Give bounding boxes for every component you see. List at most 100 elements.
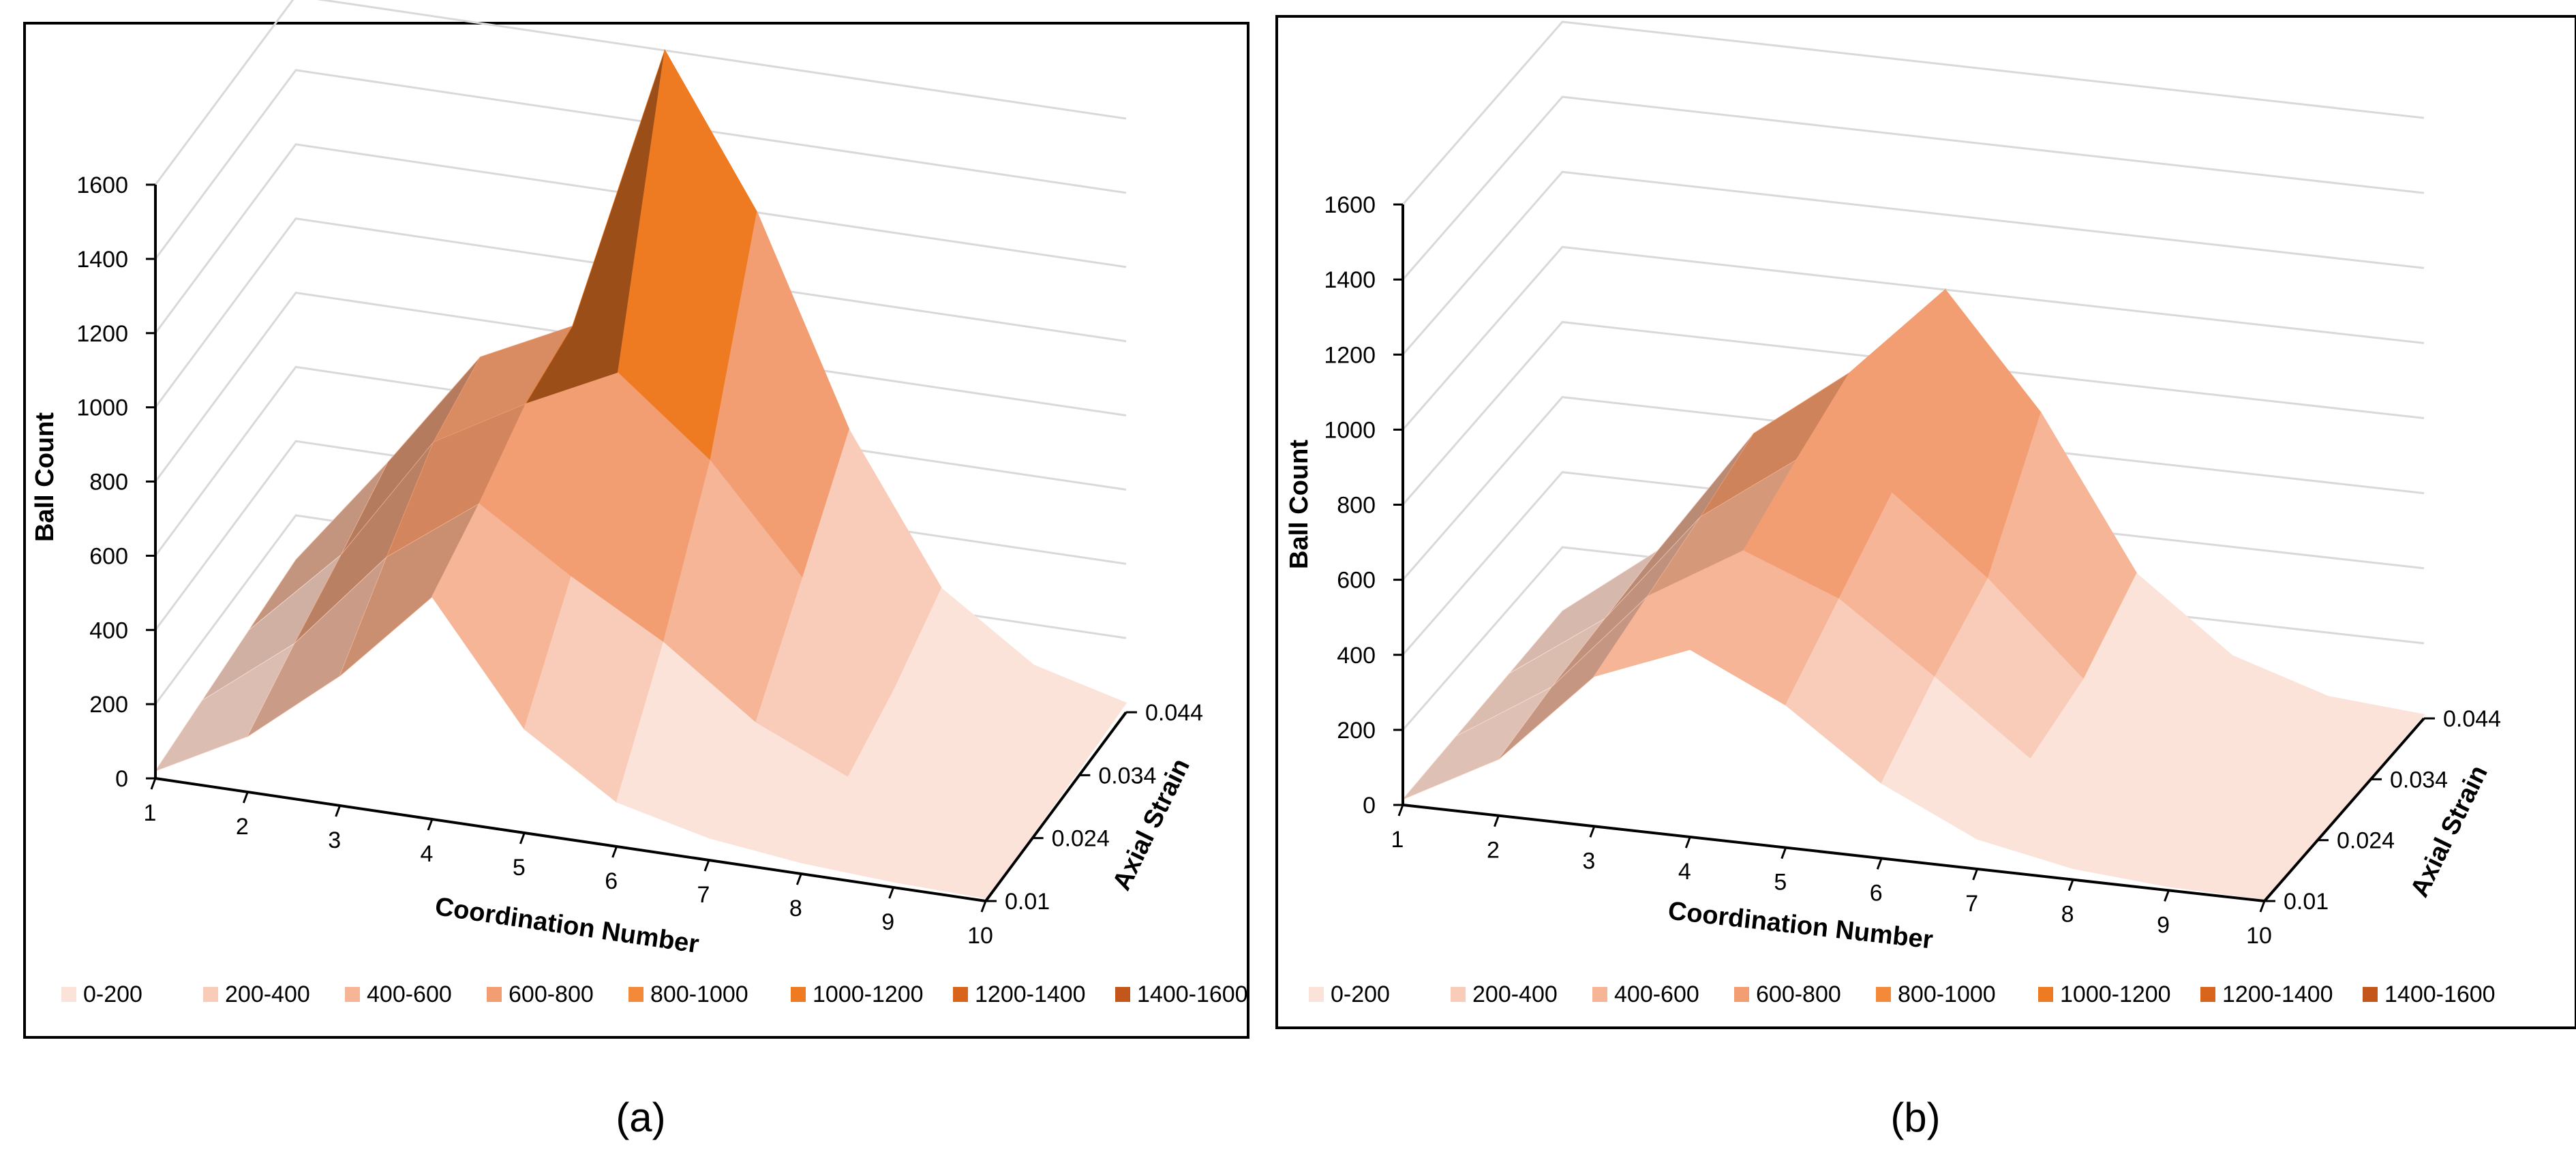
legend-label: 1200-1400 (975, 981, 1086, 1007)
x-tick-label: 2 (1487, 838, 1500, 864)
y-tick-label: 400 (89, 618, 128, 643)
x-tick (703, 859, 710, 872)
z-axis-line (2263, 717, 2425, 902)
y-tick-label: 800 (1337, 493, 1376, 519)
gridline (154, 291, 1127, 483)
x-tick (2259, 900, 2266, 913)
legend-swatch (1451, 987, 1466, 1002)
x-tick-label: 4 (421, 841, 434, 867)
gridline (1401, 20, 2425, 205)
x-tick (611, 846, 618, 858)
panel-label-b: (b) (1890, 1095, 1940, 1140)
x-tick (888, 887, 895, 899)
surface-b (1402, 288, 2425, 900)
gridline (154, 143, 1127, 334)
x-tick-label: 1 (1391, 827, 1404, 853)
legend-swatch (2363, 987, 2378, 1002)
y-tick-label: 1600 (76, 172, 128, 198)
x-tick (150, 778, 157, 790)
surface-shade (1605, 433, 1754, 619)
surface-shade (1647, 459, 1797, 597)
legend-label: 1400-1600 (2384, 981, 2496, 1007)
x-tick (1876, 857, 1883, 870)
z-tick-label: 0.024 (2337, 828, 2395, 854)
legend-swatch (1592, 987, 1607, 1002)
legend-label: 400-600 (1614, 981, 1699, 1007)
legend-swatch (1309, 987, 1324, 1002)
y-tick-label: 400 (1337, 643, 1376, 669)
x-tick (1972, 868, 1979, 881)
legend-label: 1000-1200 (2060, 981, 2171, 1007)
legend-label: 200-400 (225, 981, 310, 1007)
x-tick (242, 791, 249, 804)
gridline (1401, 245, 2425, 431)
y-tick-label: 0 (1363, 793, 1376, 819)
gridline (1401, 170, 2425, 356)
y-tick-label: 1200 (76, 321, 128, 347)
gridline (154, 217, 1127, 408)
legend-swatch (2038, 987, 2053, 1002)
y-tick-label: 1000 (76, 395, 128, 421)
legend-swatch (487, 987, 502, 1002)
surface-shade (1700, 373, 1850, 517)
gridline (1401, 396, 2425, 581)
x-tick-label: 8 (789, 896, 802, 921)
x-tick (1589, 825, 1596, 838)
legend-label: 1400-1600 (1137, 981, 1248, 1007)
gridline (1401, 95, 2425, 281)
surface-a (154, 48, 1127, 899)
surface-shade (341, 356, 481, 555)
z-tick-label: 0.034 (2390, 767, 2448, 793)
x-tick-label: 5 (513, 855, 526, 881)
legend-label: 800-1000 (650, 981, 748, 1007)
x-tick (335, 805, 342, 817)
legend-swatch (1876, 987, 1891, 1002)
x-tick-label: 3 (1582, 848, 1595, 874)
legend-label: 800-1000 (1898, 981, 1996, 1007)
x-tick (1684, 836, 1691, 849)
z-tick-label: 0.044 (2443, 706, 2501, 732)
x-tick (1494, 815, 1500, 827)
x-tick-label: 9 (2157, 912, 2170, 938)
legend-swatch (791, 987, 806, 1002)
surface-shade (294, 442, 434, 644)
y-tick-label: 1400 (1324, 267, 1376, 293)
surface-shade (387, 403, 526, 558)
legend-label: 200-400 (1472, 981, 1558, 1007)
legend-a: 0-200 200-400 400-600 600-800 800-1000 1000-1… (61, 981, 1248, 1007)
surface-shade (1551, 517, 1701, 688)
x-tick (2164, 889, 2170, 902)
legend-label: 400-600 (367, 981, 452, 1007)
x-tick-label: 7 (1965, 891, 1978, 917)
y-axis-title: Ball Count (1285, 440, 1314, 569)
x-tick-label: 7 (697, 882, 710, 908)
x-axis-line (155, 777, 986, 902)
x-tick-label: 6 (1870, 880, 1883, 906)
z-axis-line (984, 711, 1127, 902)
y-tick-label: 1000 (1324, 417, 1376, 443)
legend-label: 0-200 (83, 981, 142, 1007)
x-axis-line (1402, 804, 2265, 902)
legend-swatch (2200, 987, 2215, 1002)
x-tick (980, 900, 987, 913)
x-tick (519, 832, 526, 844)
surface-shade (1456, 618, 1605, 737)
gridline (154, 69, 1127, 260)
z-tick-label: 0.01 (2284, 889, 2329, 915)
surface-shade (247, 557, 387, 737)
x-tick-label: 8 (2061, 902, 2074, 928)
legend-label: 1200-1400 (2222, 981, 2333, 1007)
x-tick-label: 10 (2246, 923, 2272, 949)
x-tick (1781, 847, 1787, 859)
x-tick-label: 10 (967, 923, 993, 949)
x-tick (2067, 879, 2074, 892)
x-tick-label: 9 (881, 909, 894, 935)
legend-label: 0-200 (1331, 981, 1390, 1007)
surface-patch (892, 812, 1033, 899)
x-tick-label: 4 (1678, 859, 1691, 885)
y-tick-label: 1200 (1324, 342, 1376, 368)
surface-shade (1403, 687, 1552, 799)
x-tick-label: 3 (328, 827, 341, 853)
panel-label-a: (a) (616, 1095, 665, 1140)
